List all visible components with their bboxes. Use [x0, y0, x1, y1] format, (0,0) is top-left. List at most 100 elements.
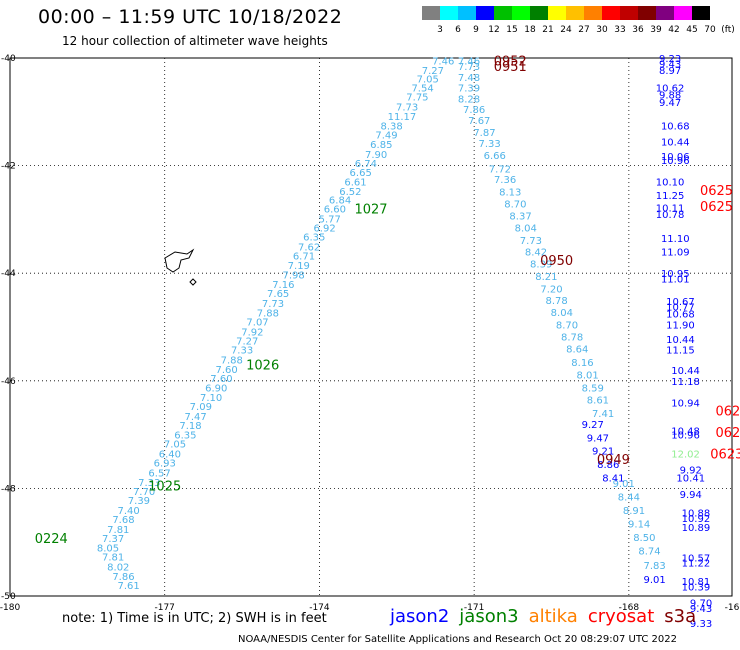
wave-height-point: 6.61 [344, 178, 366, 189]
wave-height-point: 10.89 [682, 523, 711, 534]
wave-height-point: 10.88 [682, 509, 711, 520]
x-tick-label: -174 [309, 603, 330, 613]
wave-height-point: 9.23 [659, 54, 681, 65]
wave-height-point: 7.98 [283, 270, 305, 281]
wave-height-point: 7.86 [112, 572, 134, 583]
wave-height-point: 10.96 [671, 431, 700, 442]
colorbar-label: 15 [506, 25, 517, 35]
wave-height-point: 8.38 [380, 121, 402, 132]
wave-height-point: 8.04 [515, 223, 537, 234]
wave-height-point: 10.68 [661, 121, 690, 132]
wave-height-point: 7.40 [117, 506, 139, 517]
legend-item: s3a [664, 606, 697, 627]
wave-height-point: 10.44 [671, 366, 700, 377]
wave-height-point: 7.60 [210, 374, 232, 385]
colorbar-swatch [458, 6, 476, 20]
wave-height-point: 8.04 [551, 308, 573, 319]
wave-height-point: 10.67 [666, 297, 695, 308]
wave-height-point: 9.14 [628, 519, 650, 530]
time-label: 0224 [35, 532, 68, 547]
y-tick-label: -50 [1, 592, 16, 602]
wave-height-point: 10.78 [656, 210, 685, 221]
wave-height-point: 9.01 [613, 479, 635, 490]
wave-height-point: 6.93 [154, 459, 176, 470]
wave-height-point: 11.01 [661, 275, 690, 286]
wave-height-point: 6.60 [324, 205, 346, 216]
colorbar-label: 9 [473, 25, 479, 35]
wave-height-point: 7.90 [365, 150, 387, 161]
colorbar-swatch [656, 6, 674, 20]
wave-height-point: 10.68 [666, 310, 695, 321]
wave-height-point: 10.96 [661, 156, 690, 167]
colorbar-label: 6 [455, 25, 461, 35]
footnote: note: 1) Time is in UTC; 2) SWH is in fe… [62, 611, 327, 626]
wave-height-point: 9.92 [680, 466, 702, 477]
colorbar-swatch [674, 6, 692, 20]
colorbar-label: 30 [596, 25, 608, 35]
wave-height-point: 7.36 [494, 175, 516, 186]
wave-height-point: 10.81 [682, 577, 711, 588]
wave-height-point: 11.22 [682, 559, 711, 570]
colorbar-swatch [566, 6, 584, 20]
wave-height-point: 7.27 [422, 66, 444, 77]
wave-height-point: 7.73 [262, 299, 284, 310]
wave-height-point: 8.05 [97, 544, 119, 555]
x-tick-label: -171 [464, 603, 484, 613]
colorbar-label: 18 [524, 25, 536, 35]
colorbar-label: 12 [488, 25, 499, 35]
x-tick-label: -168 [619, 603, 640, 613]
wave-height-point: 6.85 [370, 140, 392, 151]
time-label: 0951 [494, 60, 527, 75]
wave-height-point: 6.92 [313, 223, 335, 234]
wave-height-point: 7.73 [458, 62, 480, 73]
wave-height-point: 7.05 [417, 74, 439, 85]
colorbar-label: 33 [614, 25, 625, 35]
wave-height-point: 7.65 [267, 289, 289, 300]
colorbar-swatch [602, 6, 620, 20]
wave-height-point: 11.15 [666, 346, 695, 357]
wave-height-point: 7.72 [489, 164, 511, 175]
y-tick-label: -48 [1, 484, 16, 494]
wave-height-point: 7.37 [102, 534, 124, 545]
wave-height-point: 7.46 [432, 57, 454, 68]
wave-height-point: 7.41 [592, 409, 614, 420]
wave-height-point: 7.86 [463, 105, 485, 116]
time-label: 0624 [715, 404, 740, 419]
colorbar-label: 21 [542, 25, 553, 35]
wave-height-point: 12.02 [671, 449, 700, 460]
wave-height-point: 9.21 [592, 447, 614, 458]
wave-height-point: 7.83 [644, 561, 666, 572]
wave-height-point: 10.95 [661, 269, 690, 280]
wave-height-point: 6.40 [159, 449, 181, 460]
wave-height-point: 7.10 [200, 393, 222, 404]
wave-height-point: 10.11 [656, 204, 685, 215]
wave-height-point: 10.39 [682, 582, 711, 593]
wave-height-point: 8.21 [535, 272, 557, 283]
colorbar-label: 27 [578, 25, 589, 35]
wave-height-point: 9.47 [659, 98, 681, 109]
wave-height-point: 9.94 [680, 490, 702, 501]
wave-height-point: 8.13 [499, 187, 521, 198]
wave-height-point: 7.49 [375, 130, 397, 141]
wave-height-point: 6.74 [355, 159, 377, 170]
colorbar-label: (ft) [721, 25, 735, 35]
wave-height-point: 6.90 [205, 383, 227, 394]
colorbar-label: 39 [650, 25, 662, 35]
y-tick-label: -44 [1, 269, 16, 279]
colorbar-label: 36 [632, 25, 644, 35]
wave-height-point: 7.88 [221, 355, 243, 366]
wave-height-point: 7.33 [138, 478, 160, 489]
wave-height-point: 11.25 [656, 191, 685, 202]
wave-height-point: 7.09 [190, 402, 212, 413]
colorbar-swatch [512, 6, 530, 20]
y-tick-label: -40 [1, 54, 16, 64]
wave-height-point: 8.41 [602, 474, 624, 485]
wave-height-point: 7.33 [478, 139, 500, 150]
wave-height-point: 5.77 [319, 214, 341, 225]
wave-height-point: 7.67 [468, 116, 490, 127]
colorbar-swatch [620, 6, 638, 20]
x-tick-label: -177 [154, 603, 174, 613]
wave-height-point: 11.90 [666, 320, 695, 331]
wave-height-point: 7.47 [185, 412, 207, 423]
